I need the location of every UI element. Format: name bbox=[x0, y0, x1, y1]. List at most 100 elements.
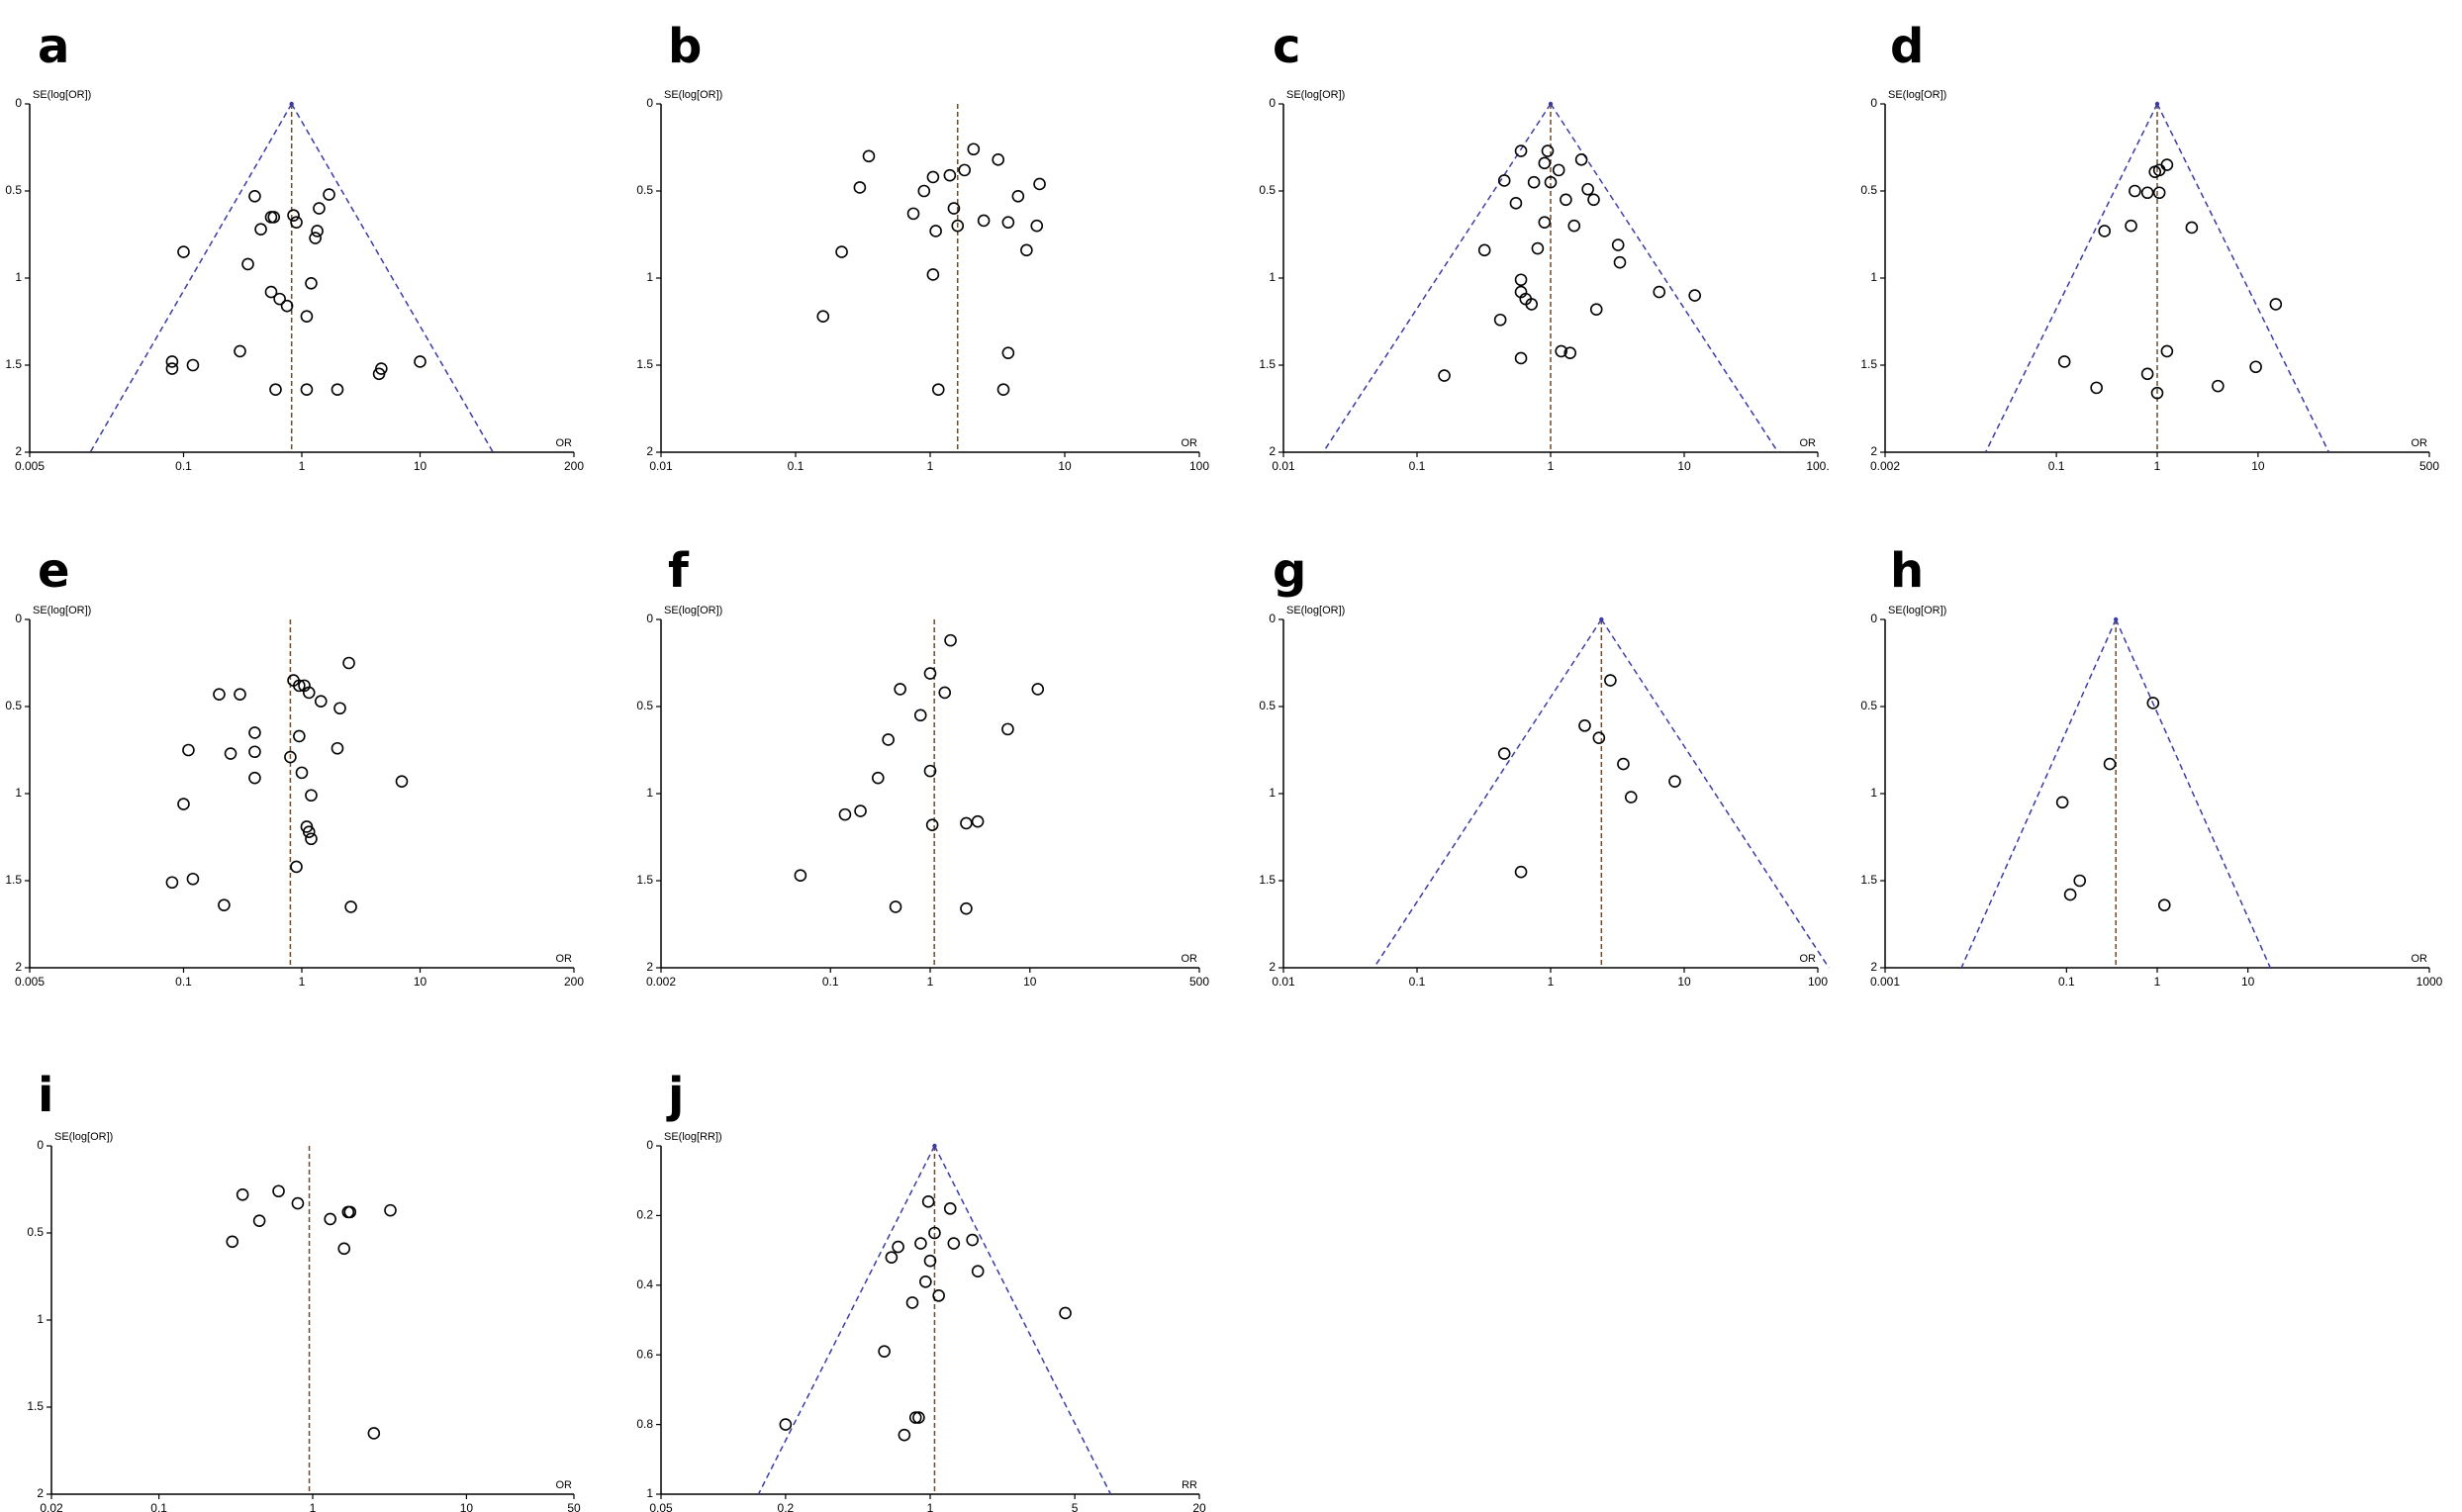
x-tick-label: 0.2 bbox=[778, 1501, 795, 1512]
study-point bbox=[923, 764, 937, 778]
x-axis-title: OR bbox=[1182, 437, 1198, 449]
y-tick-label: 0.5 bbox=[5, 183, 22, 197]
study-point bbox=[1497, 747, 1511, 760]
x-tick-label: 10 bbox=[2241, 975, 2255, 989]
y-axis-title: SE(log[OR]) bbox=[664, 605, 722, 616]
funnel-right-line bbox=[2115, 618, 2271, 969]
study-point bbox=[1509, 197, 1523, 210]
y-tick-label: 0 bbox=[646, 612, 653, 625]
study-point bbox=[2269, 298, 2283, 311]
y-axis-title: SE(log[OR]) bbox=[1888, 89, 1946, 101]
x-tick-label: 1 bbox=[2154, 975, 2161, 989]
funnel-plot-h: h0 0.5 1 1.5 20.001 0.1 1 10 1000 SE(log[OR]) OR bbox=[1860, 543, 2442, 989]
study-point bbox=[248, 726, 261, 739]
study-point bbox=[343, 1205, 357, 1219]
study-point bbox=[1531, 241, 1545, 255]
x-tick-label: 10 bbox=[2251, 459, 2265, 473]
y-tick-label: 0.2 bbox=[636, 1208, 653, 1222]
y-tick-label: 1.5 bbox=[1259, 357, 1276, 371]
y-tick-label: 1 bbox=[646, 270, 653, 284]
y-tick-label: 0 bbox=[37, 1138, 44, 1152]
y-tick-label: 2 bbox=[15, 444, 22, 458]
funnel-plot-f: f 0 0.5 1 1.5 20.002 0.1 1 10 500 SE(log[OR]) OR bbox=[636, 543, 1209, 989]
study-point bbox=[2249, 360, 2262, 374]
study-point bbox=[331, 741, 344, 755]
y-tick-label: 1 bbox=[37, 1312, 44, 1326]
study-point bbox=[917, 184, 931, 198]
panel-letter: f bbox=[668, 543, 690, 599]
study-point bbox=[966, 1233, 979, 1247]
x-tick-label: 0.001 bbox=[1870, 975, 1900, 989]
study-point bbox=[1589, 303, 1603, 316]
study-point bbox=[226, 1235, 239, 1249]
study-point bbox=[165, 362, 179, 375]
study-point bbox=[267, 211, 281, 224]
study-point bbox=[892, 1240, 904, 1254]
x-tick-label: 1 bbox=[927, 975, 934, 989]
x-tick-label: 0.1 bbox=[175, 459, 192, 473]
y-axis-title: SE(log[OR]) bbox=[1286, 605, 1345, 616]
study-point bbox=[2103, 757, 2117, 771]
study-point bbox=[1001, 346, 1015, 359]
study-point bbox=[1613, 255, 1627, 269]
study-point bbox=[248, 771, 261, 785]
study-point bbox=[923, 1254, 937, 1268]
y-tick-label: 1 bbox=[15, 786, 22, 800]
study-point bbox=[254, 223, 267, 236]
study-point bbox=[958, 163, 972, 177]
study-point bbox=[241, 257, 254, 271]
study-point bbox=[967, 142, 981, 156]
y-tick-label: 0.5 bbox=[5, 699, 22, 712]
study-point bbox=[218, 898, 231, 911]
x-tick-label: 0.1 bbox=[788, 459, 805, 473]
study-point bbox=[923, 667, 937, 680]
study-point bbox=[1477, 243, 1491, 257]
study-point bbox=[2055, 796, 2069, 809]
study-point bbox=[944, 633, 957, 647]
study-point bbox=[1438, 369, 1451, 382]
study-point bbox=[943, 1202, 957, 1215]
study-point bbox=[2090, 381, 2103, 395]
study-point bbox=[344, 900, 357, 913]
study-point bbox=[996, 383, 1010, 396]
y-tick-label: 2 bbox=[1870, 960, 1877, 974]
study-point bbox=[779, 1418, 793, 1431]
x-tick-label: 500 bbox=[2419, 459, 2439, 473]
x-axis-title: OR bbox=[556, 437, 573, 449]
study-point bbox=[1560, 193, 1572, 207]
y-tick-label: 1.5 bbox=[5, 357, 22, 371]
y-tick-label: 0 bbox=[1870, 96, 1877, 110]
y-tick-label: 2 bbox=[1870, 444, 1877, 458]
study-point bbox=[1578, 719, 1591, 732]
funnel-left-line bbox=[89, 103, 293, 453]
y-tick-label: 1 bbox=[646, 1486, 653, 1500]
study-point bbox=[1059, 1306, 1072, 1320]
x-tick-label: 10 bbox=[1023, 975, 1037, 989]
study-point bbox=[2073, 874, 2087, 888]
study-point bbox=[300, 383, 314, 396]
y-tick-label: 1.5 bbox=[27, 1399, 44, 1413]
x-tick-label: 100 bbox=[1808, 975, 1828, 989]
study-point bbox=[1611, 238, 1625, 251]
x-tick-label: 0.1 bbox=[175, 975, 192, 989]
study-point bbox=[1514, 351, 1528, 365]
x-tick-label: 20 bbox=[1192, 1501, 1206, 1512]
study-point bbox=[1688, 289, 1701, 302]
y-tick-label: 0.5 bbox=[1259, 699, 1276, 712]
y-tick-label: 1 bbox=[1870, 786, 1877, 800]
y-axis-title: SE(log[RR]) bbox=[664, 1131, 722, 1143]
study-point bbox=[1538, 216, 1552, 229]
study-point bbox=[337, 1242, 351, 1256]
funnel-apex bbox=[932, 1143, 937, 1149]
panel-letter: c bbox=[1273, 19, 1300, 74]
y-tick-label: 1.5 bbox=[1860, 873, 1877, 887]
study-point bbox=[186, 872, 200, 886]
study-point bbox=[333, 702, 346, 715]
study-point bbox=[302, 686, 316, 700]
study-point bbox=[272, 1184, 285, 1198]
x-axis-title: OR bbox=[1800, 437, 1817, 449]
study-point bbox=[905, 1296, 919, 1309]
study-point bbox=[1527, 175, 1541, 189]
x-tick-label: 0.005 bbox=[15, 975, 45, 989]
study-point bbox=[977, 214, 991, 228]
